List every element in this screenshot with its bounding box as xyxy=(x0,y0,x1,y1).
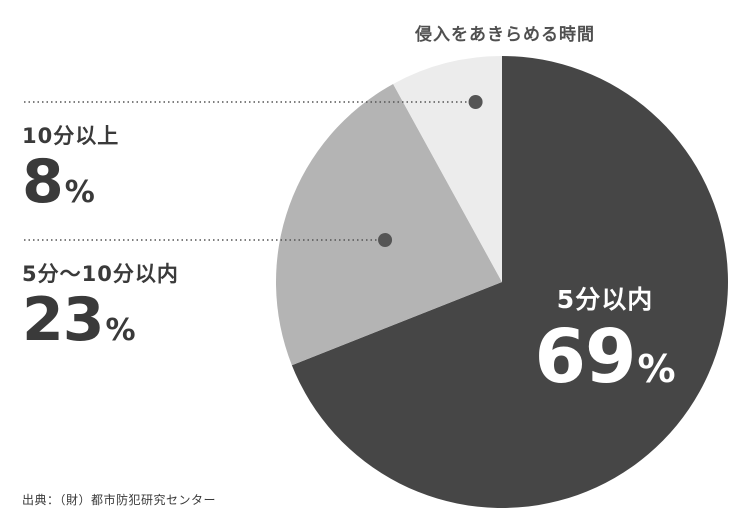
pie-slice-0 xyxy=(291,56,728,508)
slice-value: 69% xyxy=(530,320,680,394)
slice-label: 5分〜10分以内 xyxy=(22,262,179,286)
slice-value-number: 8 xyxy=(22,147,64,217)
slice-value-unit: % xyxy=(64,175,95,210)
slice-value-unit: % xyxy=(105,313,136,348)
pie-slice-2 xyxy=(393,56,502,282)
slice-value: 23% xyxy=(22,290,179,350)
slice-value-number: 23 xyxy=(22,285,104,355)
leader-dot-1 xyxy=(378,233,393,247)
slice-value-unit: % xyxy=(637,347,676,391)
label-group-within-5min: 5分以内 69% xyxy=(530,280,680,394)
slice-label: 5分以内 xyxy=(556,285,654,314)
slice-value-number: 69 xyxy=(534,314,636,400)
slice-value: 8% xyxy=(22,152,119,212)
source-note: 出典：（財）都市防犯研究センター xyxy=(22,493,217,507)
label-group-over-10min: 10分以上 8% xyxy=(22,120,119,212)
chart-title: 侵入をあきらめる時間 xyxy=(415,25,595,45)
leader-dot-2 xyxy=(468,95,483,109)
label-group-5-to-10min: 5分〜10分以内 23% xyxy=(22,258,179,350)
slice-label: 10分以上 xyxy=(22,124,120,148)
pie-slice-1 xyxy=(276,83,502,366)
